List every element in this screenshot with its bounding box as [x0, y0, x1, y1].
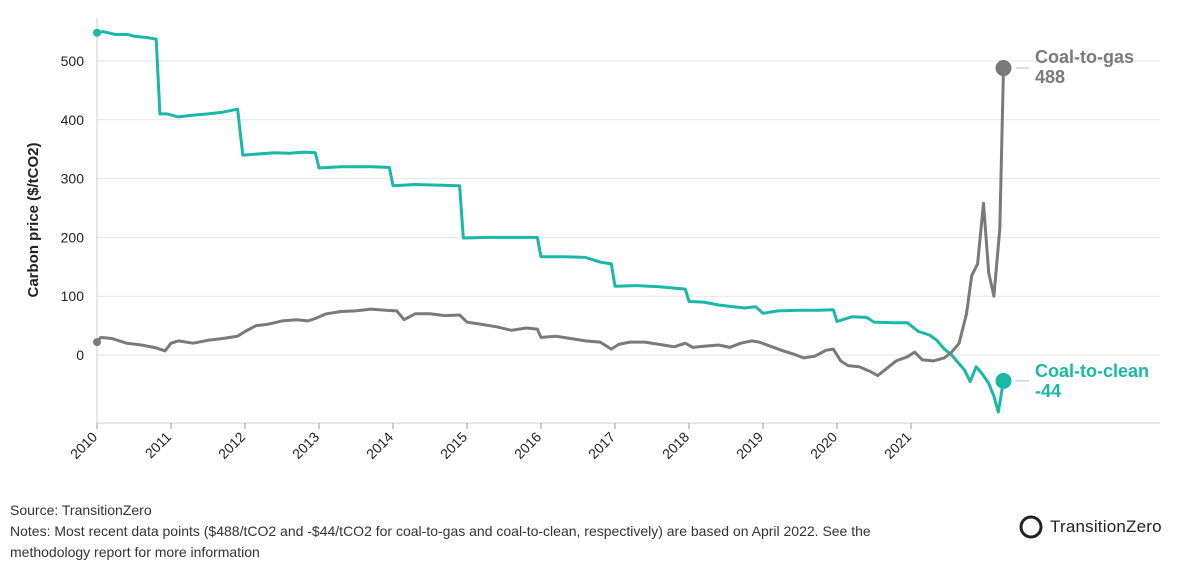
y-tick-label-200: 200 [61, 229, 85, 245]
grid-lines [97, 60, 1160, 356]
line-chart: 0 100 200 300 400 500 2010 2011 2012 2013 2014 2015… [25, 18, 1160, 462]
x-tick-label-2020: 2020 [807, 428, 840, 461]
source-text: Source: TransitionZero [10, 502, 152, 518]
x-tick-label-2016: 2016 [511, 428, 544, 461]
y-tick-label-500: 500 [61, 53, 85, 69]
series-start-point-0 [93, 28, 101, 37]
series-line-coal-to-gas [95, 66, 1005, 378]
transitionzero-logo-icon [1019, 515, 1043, 539]
series-label-name-1: Coal-to-gas [1035, 47, 1134, 67]
series-end-point-0 [995, 372, 1012, 389]
footer: Source: TransitionZero Notes: Most recen… [10, 500, 1010, 563]
series-end-point-1 [995, 60, 1012, 77]
series-start-point-1 [93, 338, 101, 347]
chart: 0 100 200 300 400 500 2010 2011 2012 2013 2014 2015… [25, 18, 1160, 462]
y-tick-label-0: 0 [76, 347, 84, 363]
y-tick-label-300: 300 [61, 171, 85, 187]
notes-text-line2: methodology report for more information [10, 544, 260, 560]
notes-text-line1: Notes: Most recent data points ($488/tCO… [10, 523, 871, 539]
series-lines [93, 28, 1012, 414]
logo: TransitionZero [1018, 514, 1162, 540]
x-tick-label-2015: 2015 [437, 428, 470, 461]
x-tick-label-2010: 2010 [67, 428, 100, 461]
x-tick-label-2018: 2018 [659, 428, 692, 461]
x-tick-label-2021: 2021 [881, 428, 914, 461]
logo-text: TransitionZero [1050, 517, 1162, 536]
y-tick-label-100: 100 [61, 288, 85, 304]
series-line-coal-to-clean [95, 30, 1005, 414]
series-label-name-0: Coal-to-clean [1035, 361, 1149, 381]
x-tick-label-2017: 2017 [585, 428, 618, 461]
x-tick-label-2014: 2014 [363, 428, 396, 461]
series-label-value-0: -44 [1035, 381, 1061, 401]
x-tick-label-2012: 2012 [215, 428, 248, 461]
y-axis-label: Carbon price ($/tCO2) [25, 142, 42, 297]
x-tick-label-2011: 2011 [142, 428, 175, 461]
x-tick-label-2013: 2013 [289, 428, 322, 461]
series-label-value-1: 488 [1035, 67, 1065, 87]
y-tick-label-400: 400 [61, 112, 85, 128]
x-tick-label-2019: 2019 [733, 428, 766, 461]
